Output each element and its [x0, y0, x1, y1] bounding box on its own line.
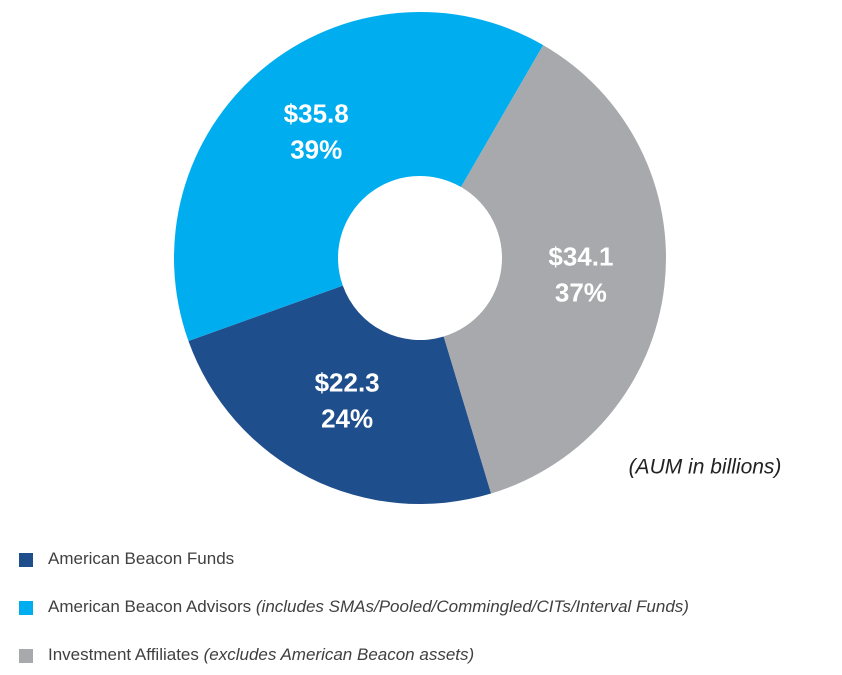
value-label: $34.1: [548, 242, 613, 272]
legend-swatch: [19, 553, 33, 567]
slice: [443, 45, 666, 494]
legend-note: (excludes American Beacon assets): [204, 645, 475, 664]
legend-swatch: [19, 649, 33, 663]
legend-note: (includes SMAs/Pooled/Commingled/CITs/In…: [256, 597, 689, 616]
value-label: $35.8: [284, 98, 349, 128]
legend-name: Investment Affiliates: [48, 645, 199, 664]
legend-name: American Beacon Advisors: [48, 597, 251, 616]
annotation: (AUM in billions): [629, 456, 782, 479]
percent-label: 39%: [290, 134, 342, 164]
legend-label: Investment Affiliates (excludes American…: [48, 645, 474, 664]
percent-label: 24%: [321, 404, 373, 434]
percent-label: 37%: [555, 278, 607, 308]
legend-label: American Beacon Advisors (includes SMAs/…: [48, 597, 689, 616]
legend-swatch: [19, 601, 33, 615]
slice: [174, 12, 544, 342]
slice: [188, 285, 492, 504]
value-label: $22.3: [315, 368, 380, 398]
legend-name: American Beacon Funds: [48, 549, 234, 568]
legend-label: American Beacon Funds: [48, 549, 234, 568]
